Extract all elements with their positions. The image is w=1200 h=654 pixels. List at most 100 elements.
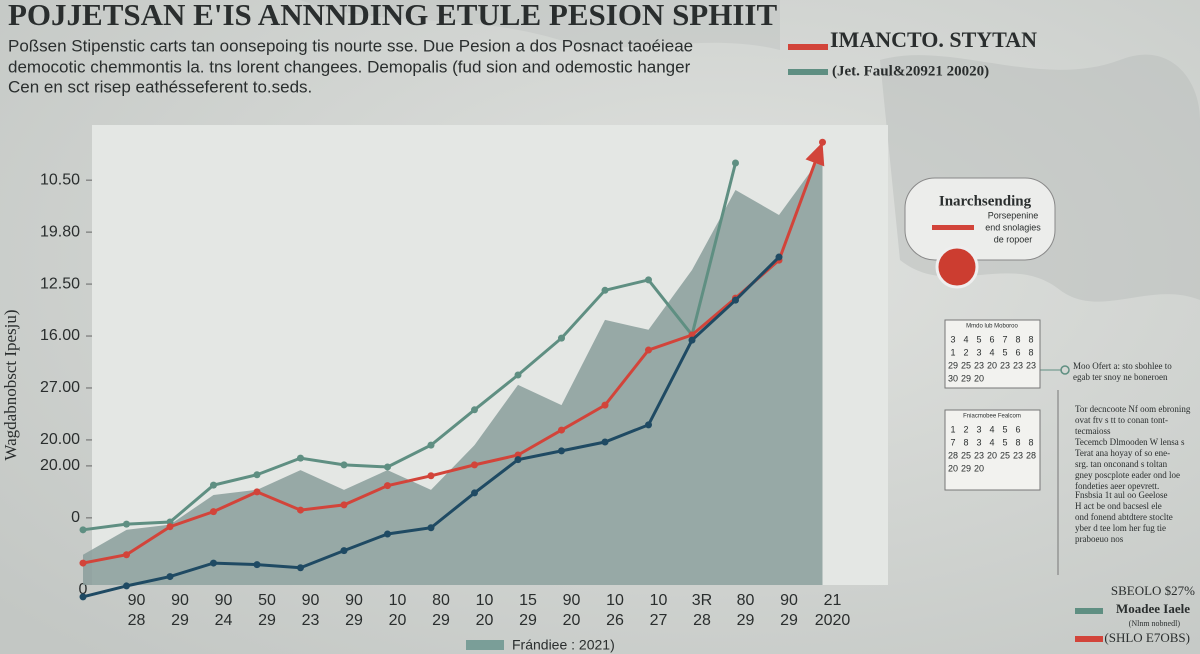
calendar-cell: 3 xyxy=(976,347,981,357)
calendar-cell: 20 xyxy=(974,373,984,383)
calendar-cell: 25 xyxy=(1000,450,1010,460)
x-tick-label: 29 xyxy=(171,612,189,629)
point xyxy=(297,454,304,462)
point xyxy=(732,296,739,304)
calendar-cell: 7 xyxy=(1002,334,1007,344)
calendar-cell: 3 xyxy=(976,424,981,434)
calendar-cell: 25 xyxy=(961,450,971,460)
note-text: Fnsbsia 1t aul oo Geelose xyxy=(1075,490,1168,500)
calendar-cell: 2 xyxy=(963,347,968,357)
note-text: fondeties aeer opevrett. xyxy=(1075,481,1159,491)
callout: Inarchsending Porsepenine end snolagies … xyxy=(904,177,1056,289)
point xyxy=(79,559,87,567)
calendar-cell: 23 xyxy=(1026,360,1036,370)
x-tick-label: 29 xyxy=(432,612,450,629)
y-tick-label: 12.50 xyxy=(40,275,80,292)
calendar-cell: 29 xyxy=(948,360,958,370)
x-tick-label: 29 xyxy=(258,612,276,629)
y-tick-label: 10.50 xyxy=(40,171,80,188)
area xyxy=(83,155,823,585)
x-tick-label: 10 xyxy=(650,592,668,609)
calendar-cell: 20 xyxy=(987,450,997,460)
legend-label: (Nlnm nobnedl) xyxy=(1129,619,1181,628)
calendar-cell: 4 xyxy=(989,424,994,434)
point xyxy=(253,561,261,569)
note-text: ovat ftv s tt to conan tont- xyxy=(1075,415,1168,425)
series-line xyxy=(82,162,737,532)
point xyxy=(340,547,348,555)
point xyxy=(253,471,261,479)
point xyxy=(427,524,435,532)
point xyxy=(340,501,348,509)
map-texture xyxy=(880,54,1200,302)
point xyxy=(645,346,652,354)
connector-dot xyxy=(1060,365,1070,375)
point xyxy=(384,530,391,538)
legend-swatch xyxy=(1075,636,1103,642)
calendar xyxy=(944,319,1041,389)
note-text: ond fonend abtdtere stoclte xyxy=(1075,512,1173,522)
calendar-cell: 3 xyxy=(976,437,981,447)
calendar xyxy=(944,409,1041,491)
point xyxy=(558,334,565,342)
calendar-cell: 5 xyxy=(976,334,981,344)
y-axis-label: Wagdabnobsct Ipesju) xyxy=(1,309,20,460)
calendar-cell: 8 xyxy=(1015,437,1020,447)
calendar-cell: 2 xyxy=(963,424,968,434)
x-tick-label: 26 xyxy=(606,612,624,629)
calendar-cell: 20 xyxy=(974,463,984,473)
calendar-cell: 23 xyxy=(974,360,984,370)
calendar-cell: 6 xyxy=(1015,424,1020,434)
note-text: Tor decncoote Nf oom ebroning xyxy=(1075,404,1191,414)
legend-label: IMANCTO. STYTAN xyxy=(830,27,1037,52)
y-tick-label: 20.00 xyxy=(40,431,80,448)
subtitle: democotic chemmontis la. tns lorent chan… xyxy=(8,57,691,76)
calendar-cell: 8 xyxy=(1028,334,1033,344)
point xyxy=(471,406,478,414)
point xyxy=(297,506,304,514)
legend-swatch xyxy=(466,640,504,650)
note-text: Terat ana hoyay of so ene- xyxy=(1075,448,1170,458)
calendar-cell: 6 xyxy=(1015,347,1020,357)
y-tick-label: 27.00 xyxy=(40,379,80,396)
x-tick-label: 28 xyxy=(693,612,711,629)
callout-swatch xyxy=(932,225,974,230)
point xyxy=(645,421,652,429)
x-tick-label: 90 xyxy=(171,592,189,609)
x-tick-label: 15 xyxy=(519,592,537,609)
subtitle: Cen en sct risep eathésseferent to.seds. xyxy=(8,77,312,96)
calendar-cell: 3 xyxy=(950,334,955,344)
x-tick-label: 29 xyxy=(780,612,798,629)
callout-dot xyxy=(935,245,979,289)
x-tick-label: 28 xyxy=(128,612,146,629)
point xyxy=(166,573,174,581)
point xyxy=(601,401,609,409)
legend-swatch xyxy=(788,69,828,75)
point xyxy=(471,461,478,469)
calendar-cell: 23 xyxy=(1013,450,1023,460)
calendar-cell: 8 xyxy=(1028,347,1033,357)
note-text: egab ter snoy ne boneroen xyxy=(1073,372,1168,382)
callout-text: end snolagies xyxy=(985,222,1041,232)
point xyxy=(471,489,478,497)
callout-text: de ropoer xyxy=(994,234,1033,244)
x-tick-label: 20 xyxy=(389,612,407,629)
calendar-cell: 1 xyxy=(950,424,955,434)
note-text: yber d tee lom her fug tie xyxy=(1075,523,1166,533)
calendar-cell: 23 xyxy=(974,450,984,460)
calendar-cell: 23 xyxy=(1000,360,1010,370)
note-text: Tecemcb Dlmooden W lensa s xyxy=(1075,437,1185,447)
legend-swatch xyxy=(1075,608,1103,614)
point xyxy=(427,441,435,449)
legend-swatch xyxy=(788,44,828,50)
note-text: praboeuo nos xyxy=(1075,534,1124,544)
x-tick-label: 80 xyxy=(432,592,450,609)
calendar-title: Mmdo lub Moboroo xyxy=(966,324,1018,330)
bottom-legend: SBEOLO $27% Moadee Iaele (Nlnm nobnedl) … xyxy=(1075,583,1195,645)
x-tick-label: 10 xyxy=(389,592,407,609)
calendar-cell: 29 xyxy=(961,463,971,473)
x-tick-label: 90 xyxy=(780,592,798,609)
point xyxy=(601,286,609,294)
x-axis-label: Frándiee : 2021) xyxy=(512,637,615,653)
